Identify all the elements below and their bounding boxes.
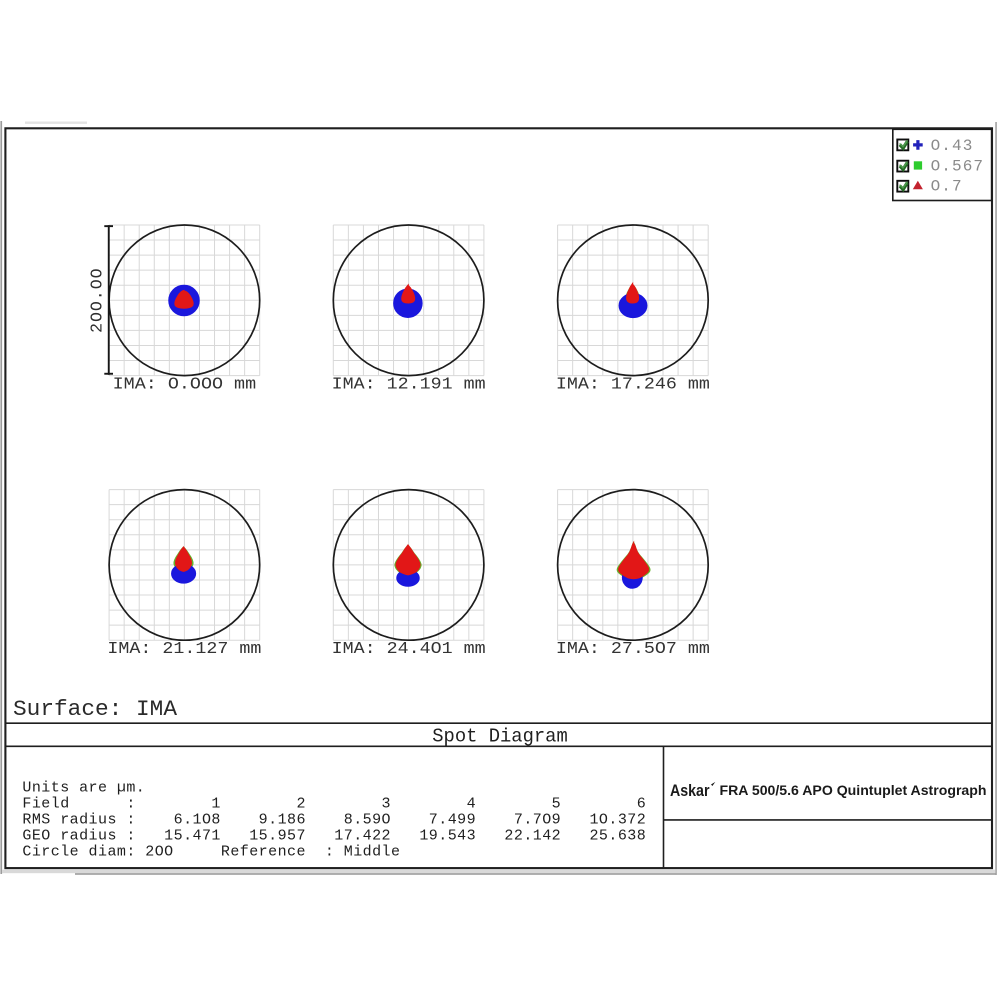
svg-text:IMA: 27.5O7 mm: IMA: 27.5O7 mm — [556, 639, 710, 658]
svg-text:O.7: O.7 — [931, 178, 963, 196]
svg-text:GEO radius : 15.471 15.957: GEO radius : 15.471 15.957 17.422 19.543… — [22, 827, 646, 844]
svg-text:RMS radius : 6.1O8 9.186: RMS radius : 6.1O8 9.186 8.59O 7.499 7.7… — [22, 812, 646, 829]
svg-text:Surface: IMA: Surface: IMA — [13, 697, 178, 722]
svg-text:IMA: 17.246 mm: IMA: 17.246 mm — [556, 374, 710, 393]
svg-text:O.567: O.567 — [931, 158, 985, 176]
svg-text:Spot Diagram: Spot Diagram — [432, 726, 568, 748]
svg-text:IMA: 12.191 mm: IMA: 12.191 mm — [332, 374, 486, 393]
svg-text:Units are µm.: Units are µm. — [22, 780, 145, 797]
svg-text:IMA: 24.4O1 mm: IMA: 24.4O1 mm — [332, 639, 486, 658]
svg-text:IMA: O.OOO mm: IMA: O.OOO mm — [113, 374, 257, 393]
svg-text:2OO.OO: 2OO.OO — [88, 267, 107, 332]
svg-text:IMA: 21.127 mm: IMA: 21.127 mm — [107, 639, 261, 658]
svg-text:O.43: O.43 — [931, 137, 974, 155]
svg-text:Field : 1 2: Field : 1 2 3 4 5 6 — [22, 795, 646, 812]
svg-text:FRA 500/5.6 APO Quintuplet Ast: FRA 500/5.6 APO Quintuplet Astrograph — [720, 783, 987, 798]
svg-text:Askar: Askar — [670, 781, 710, 800]
svg-text:Circle diam: 2OO Reference: Circle diam: 2OO Reference : Middle — [22, 844, 400, 861]
